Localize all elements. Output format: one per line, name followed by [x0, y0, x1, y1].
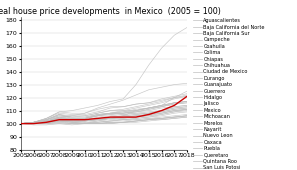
Text: 1c.  Real house price developments  in Mexico  (2005 = 100): 1c. Real house price developments in Mex… [0, 7, 220, 16]
Legend: Aguascalientes, Baja California del Norte, Baja California Sur, Campeche, Coahui: Aguascalientes, Baja California del Nort… [193, 18, 265, 170]
